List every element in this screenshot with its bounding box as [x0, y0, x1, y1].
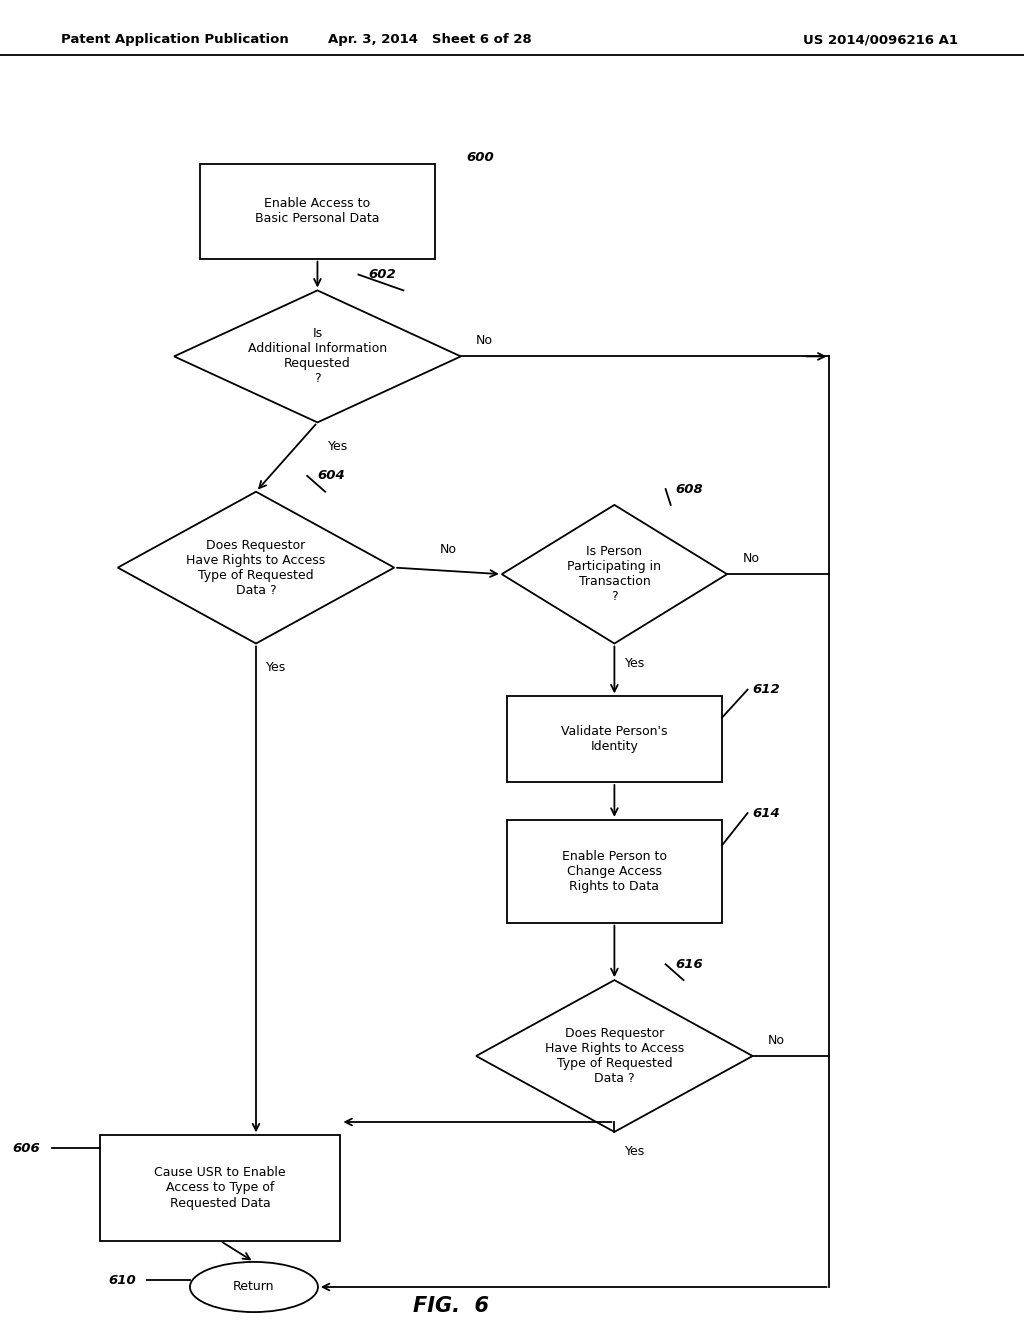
Text: US 2014/0096216 A1: US 2014/0096216 A1 [803, 33, 958, 46]
Text: Does Requestor
Have Rights to Access
Type of Requested
Data ?: Does Requestor Have Rights to Access Typ… [545, 1027, 684, 1085]
Text: Enable Access to
Basic Personal Data: Enable Access to Basic Personal Data [255, 197, 380, 226]
Text: 600: 600 [466, 150, 494, 164]
Text: Yes: Yes [266, 661, 287, 673]
Text: 614: 614 [753, 807, 780, 820]
Polygon shape [174, 290, 461, 422]
Text: Is Person
Participating in
Transaction
?: Is Person Participating in Transaction ? [567, 545, 662, 603]
Text: 610: 610 [109, 1274, 136, 1287]
FancyBboxPatch shape [200, 164, 435, 259]
Text: Yes: Yes [625, 1146, 645, 1158]
Text: Is
Additional Information
Requested
?: Is Additional Information Requested ? [248, 327, 387, 385]
FancyBboxPatch shape [507, 697, 722, 781]
Text: Yes: Yes [625, 657, 645, 669]
Text: Apr. 3, 2014   Sheet 6 of 28: Apr. 3, 2014 Sheet 6 of 28 [329, 33, 531, 46]
Text: 612: 612 [753, 684, 780, 696]
Ellipse shape [190, 1262, 317, 1312]
Text: Cause USR to Enable
Access to Type of
Requested Data: Cause USR to Enable Access to Type of Re… [155, 1167, 286, 1209]
Text: 616: 616 [676, 958, 703, 970]
Polygon shape [118, 492, 394, 644]
Text: Validate Person's
Identity: Validate Person's Identity [561, 725, 668, 754]
Text: No: No [742, 552, 760, 565]
Text: 602: 602 [369, 268, 396, 281]
Text: Return: Return [233, 1280, 274, 1294]
Text: No: No [439, 543, 457, 556]
Text: Does Requestor
Have Rights to Access
Type of Requested
Data ?: Does Requestor Have Rights to Access Typ… [186, 539, 326, 597]
Text: Enable Person to
Change Access
Rights to Data: Enable Person to Change Access Rights to… [562, 850, 667, 892]
Text: No: No [476, 334, 494, 347]
FancyBboxPatch shape [507, 820, 722, 923]
FancyBboxPatch shape [100, 1135, 340, 1241]
Text: FIG.  6: FIG. 6 [413, 1296, 488, 1316]
Polygon shape [502, 506, 727, 644]
Text: No: No [768, 1034, 785, 1047]
Text: 606: 606 [12, 1142, 41, 1155]
Text: Patent Application Publication: Patent Application Publication [61, 33, 289, 46]
Polygon shape [476, 979, 753, 1131]
Text: 608: 608 [676, 483, 703, 495]
Text: 604: 604 [317, 470, 345, 482]
Text: Yes: Yes [328, 440, 348, 453]
